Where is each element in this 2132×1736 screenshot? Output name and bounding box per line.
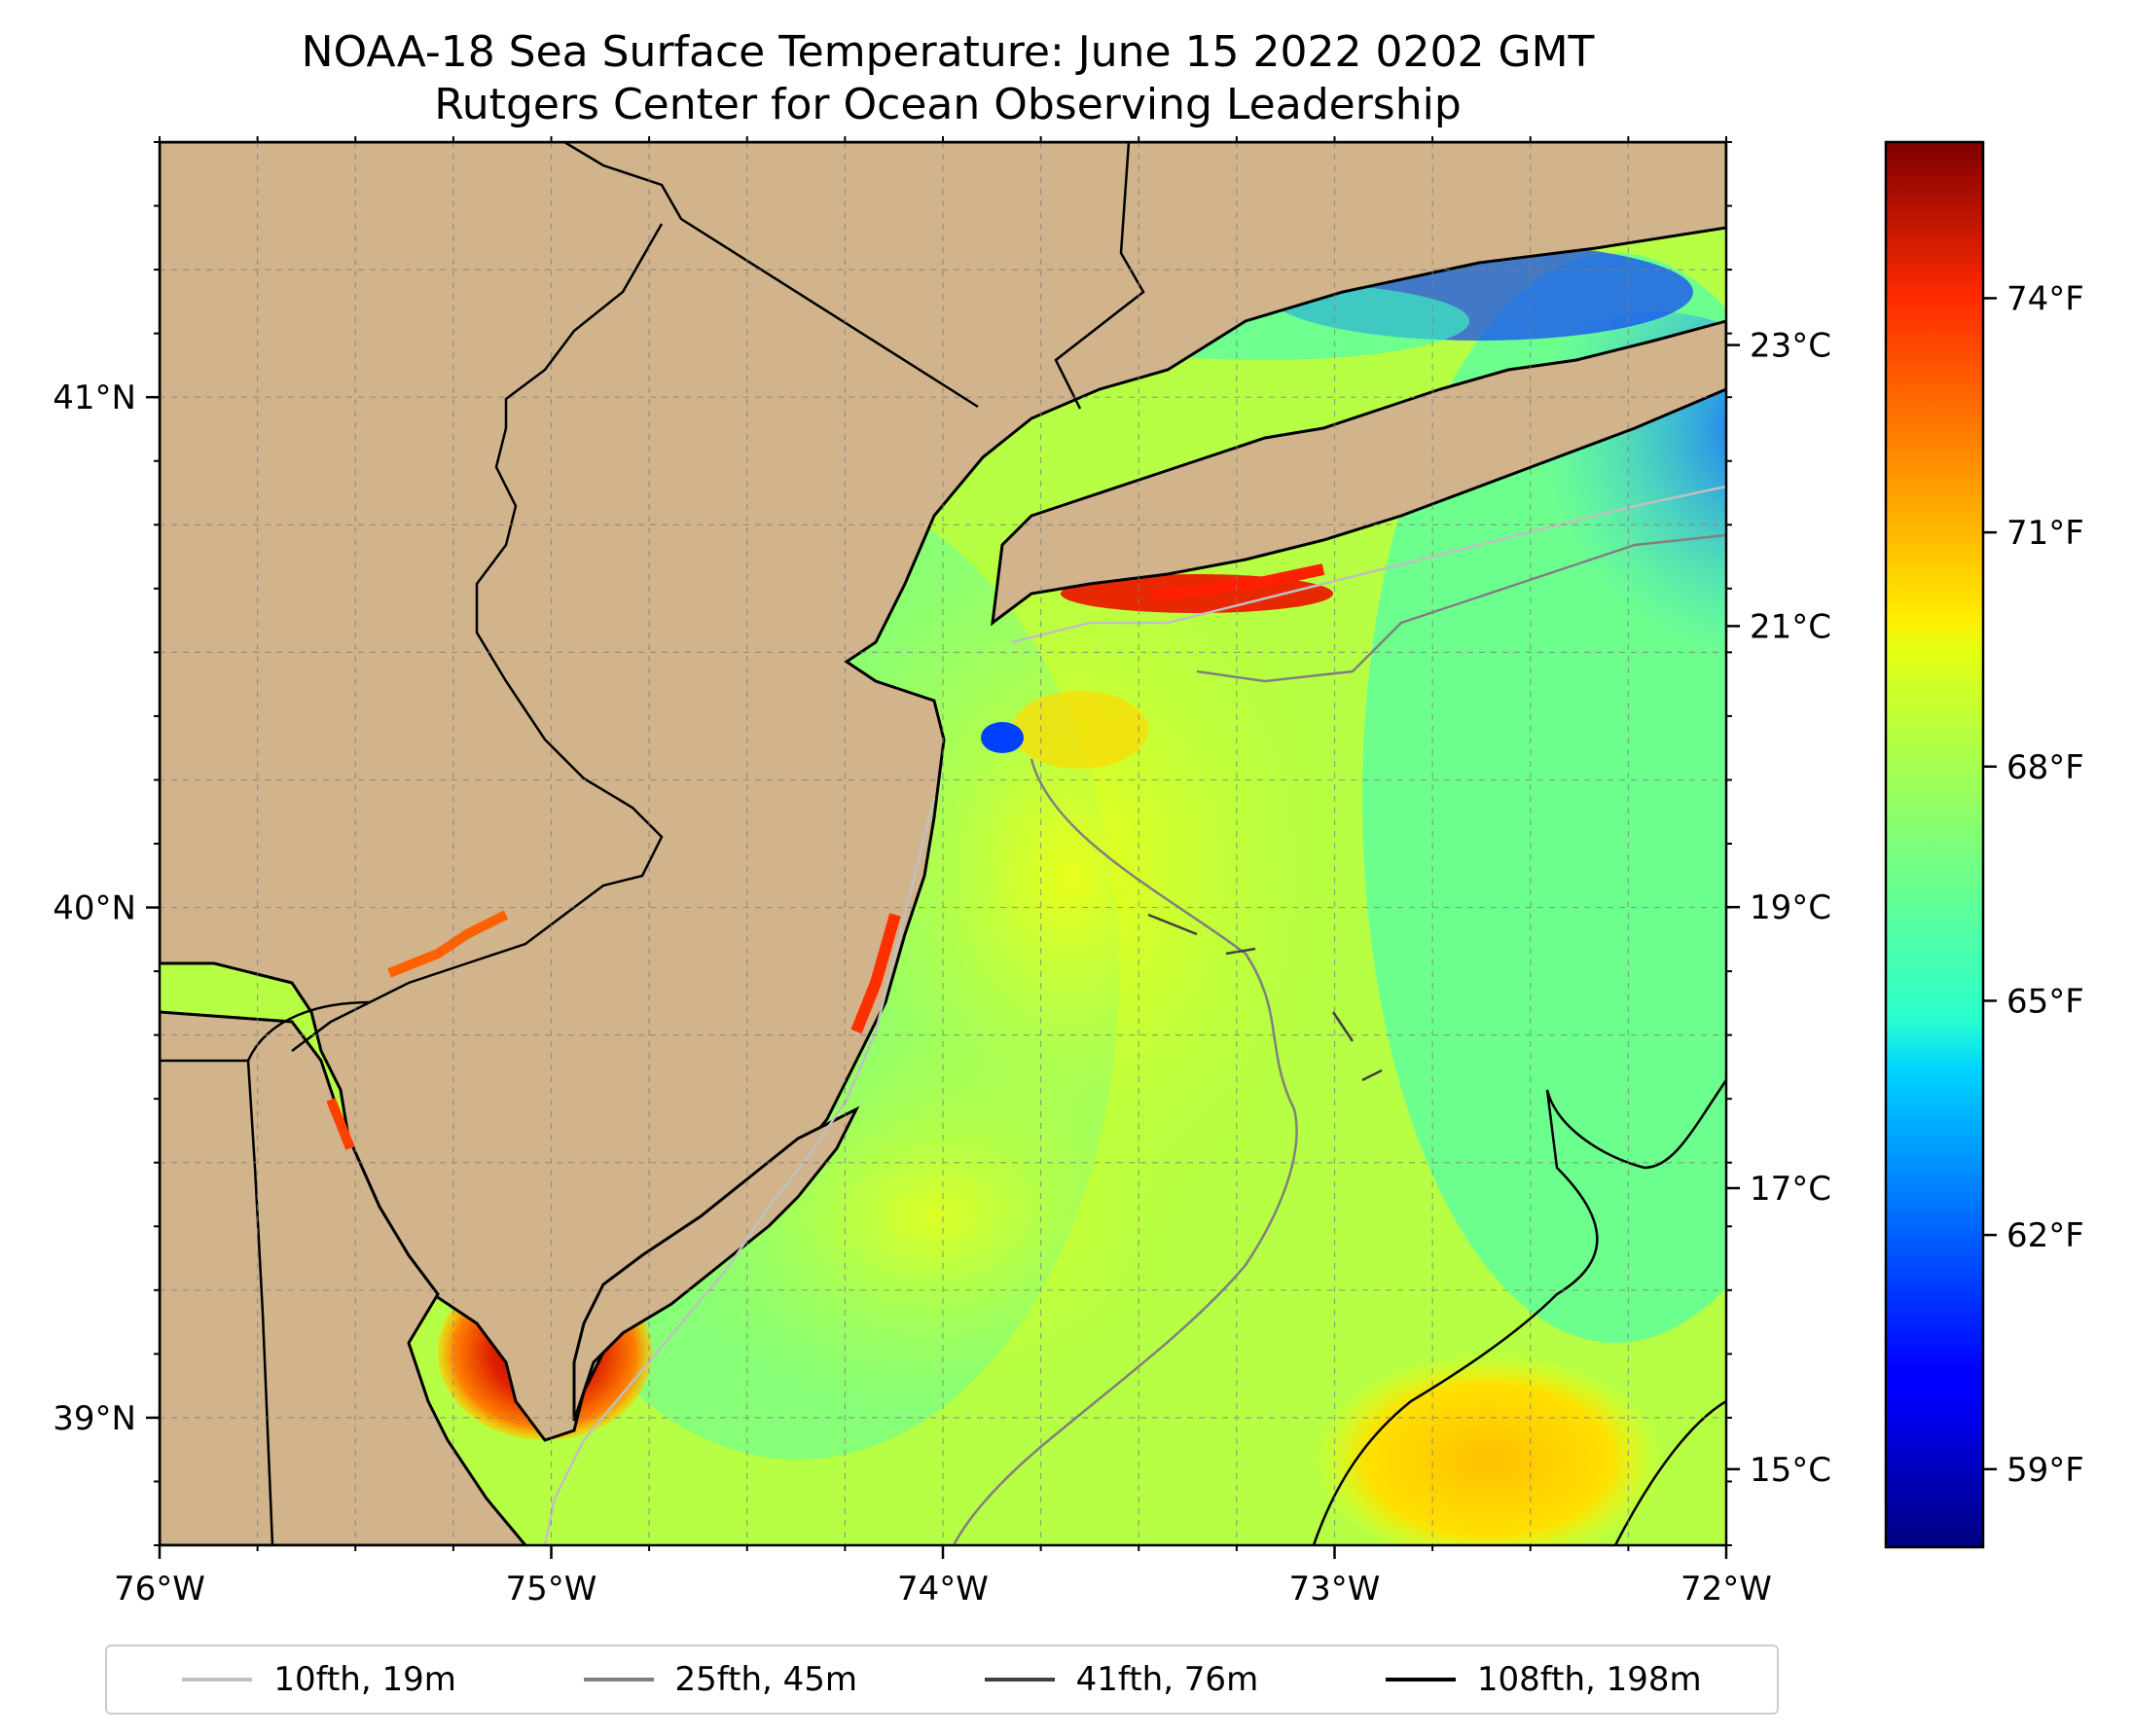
- legend-label-25fth: 25fth, 45m: [674, 1660, 858, 1699]
- lon-tick-label: 75°W: [506, 1570, 597, 1609]
- legend-label-10fth: 10fth, 19m: [273, 1660, 456, 1699]
- colorbar-f-label: 65°F: [2006, 982, 2084, 1021]
- colorbar-celsius-axis: 23°C 21°C 19°C 17°C 15°C: [1726, 327, 1831, 1490]
- land-long-island: [991, 319, 1726, 627]
- legend-item-10fth: 10fth, 19m: [182, 1660, 456, 1699]
- longitude-axis: 76°W 75°W 74°W 73°W 72°W: [114, 136, 1772, 1609]
- legend-swatch-10fth: [182, 1678, 253, 1682]
- legend-swatch-41fth: [984, 1678, 1055, 1682]
- colorbar-f-label: 68°F: [2006, 748, 2084, 787]
- colorbar-c-label: 23°C: [1750, 327, 1831, 366]
- legend-item-41fth: 41fth, 76m: [984, 1660, 1259, 1699]
- colorbar-f-label: 62°F: [2006, 1216, 2084, 1255]
- lat-tick-label: 39°N: [53, 1399, 136, 1438]
- legend-swatch-25fth: [583, 1678, 654, 1682]
- colorbar-c-label: 15°C: [1750, 1451, 1831, 1490]
- legend-item-25fth: 25fth, 45m: [583, 1660, 858, 1699]
- figure-subtitle: Rutgers Center for Ocean Observing Leade…: [434, 80, 1462, 129]
- lon-tick-label: 74°W: [897, 1570, 989, 1609]
- colorbar-f-label: 74°F: [2006, 279, 2084, 318]
- bathymetry-legend: 10fth, 19m 25fth, 45m 41fth, 76m 108fth,…: [105, 1645, 1779, 1715]
- legend-swatch-108fth: [1385, 1678, 1456, 1682]
- colorbar-f-label: 59°F: [2006, 1451, 2084, 1490]
- colorbar-c-label: 17°C: [1750, 1170, 1831, 1209]
- legend-item-108fth: 108fth, 198m: [1385, 1660, 1702, 1699]
- latitude-axis: 41°N 40°N 39°N: [53, 141, 1732, 1546]
- legend-label-41fth: 41fth, 76m: [1075, 1660, 1259, 1699]
- lat-tick-label: 40°N: [53, 889, 136, 928]
- lon-tick-label: 73°W: [1289, 1570, 1381, 1609]
- lon-tick-label: 76°W: [114, 1570, 205, 1609]
- colorbar-c-label: 21°C: [1750, 607, 1831, 646]
- lon-tick-label: 72°W: [1680, 1570, 1772, 1609]
- colorbar-f-label: 71°F: [2006, 514, 2084, 553]
- lat-tick-label: 41°N: [53, 379, 136, 417]
- legend-label-108fth: 108fth, 198m: [1476, 1660, 1702, 1699]
- figure-title: NOAA-18 Sea Surface Temperature: June 15…: [301, 27, 1595, 77]
- colorbar-c-label: 19°C: [1750, 888, 1831, 927]
- colorbar-fahrenheit-axis: 74°F 71°F 68°F 65°F 62°F 59°F: [1983, 279, 2084, 1490]
- state-borders: [160, 142, 1145, 1545]
- colorbar: [1884, 140, 1985, 1549]
- map-gridlines: [160, 142, 1726, 1545]
- land-delmarva: [160, 1010, 527, 1545]
